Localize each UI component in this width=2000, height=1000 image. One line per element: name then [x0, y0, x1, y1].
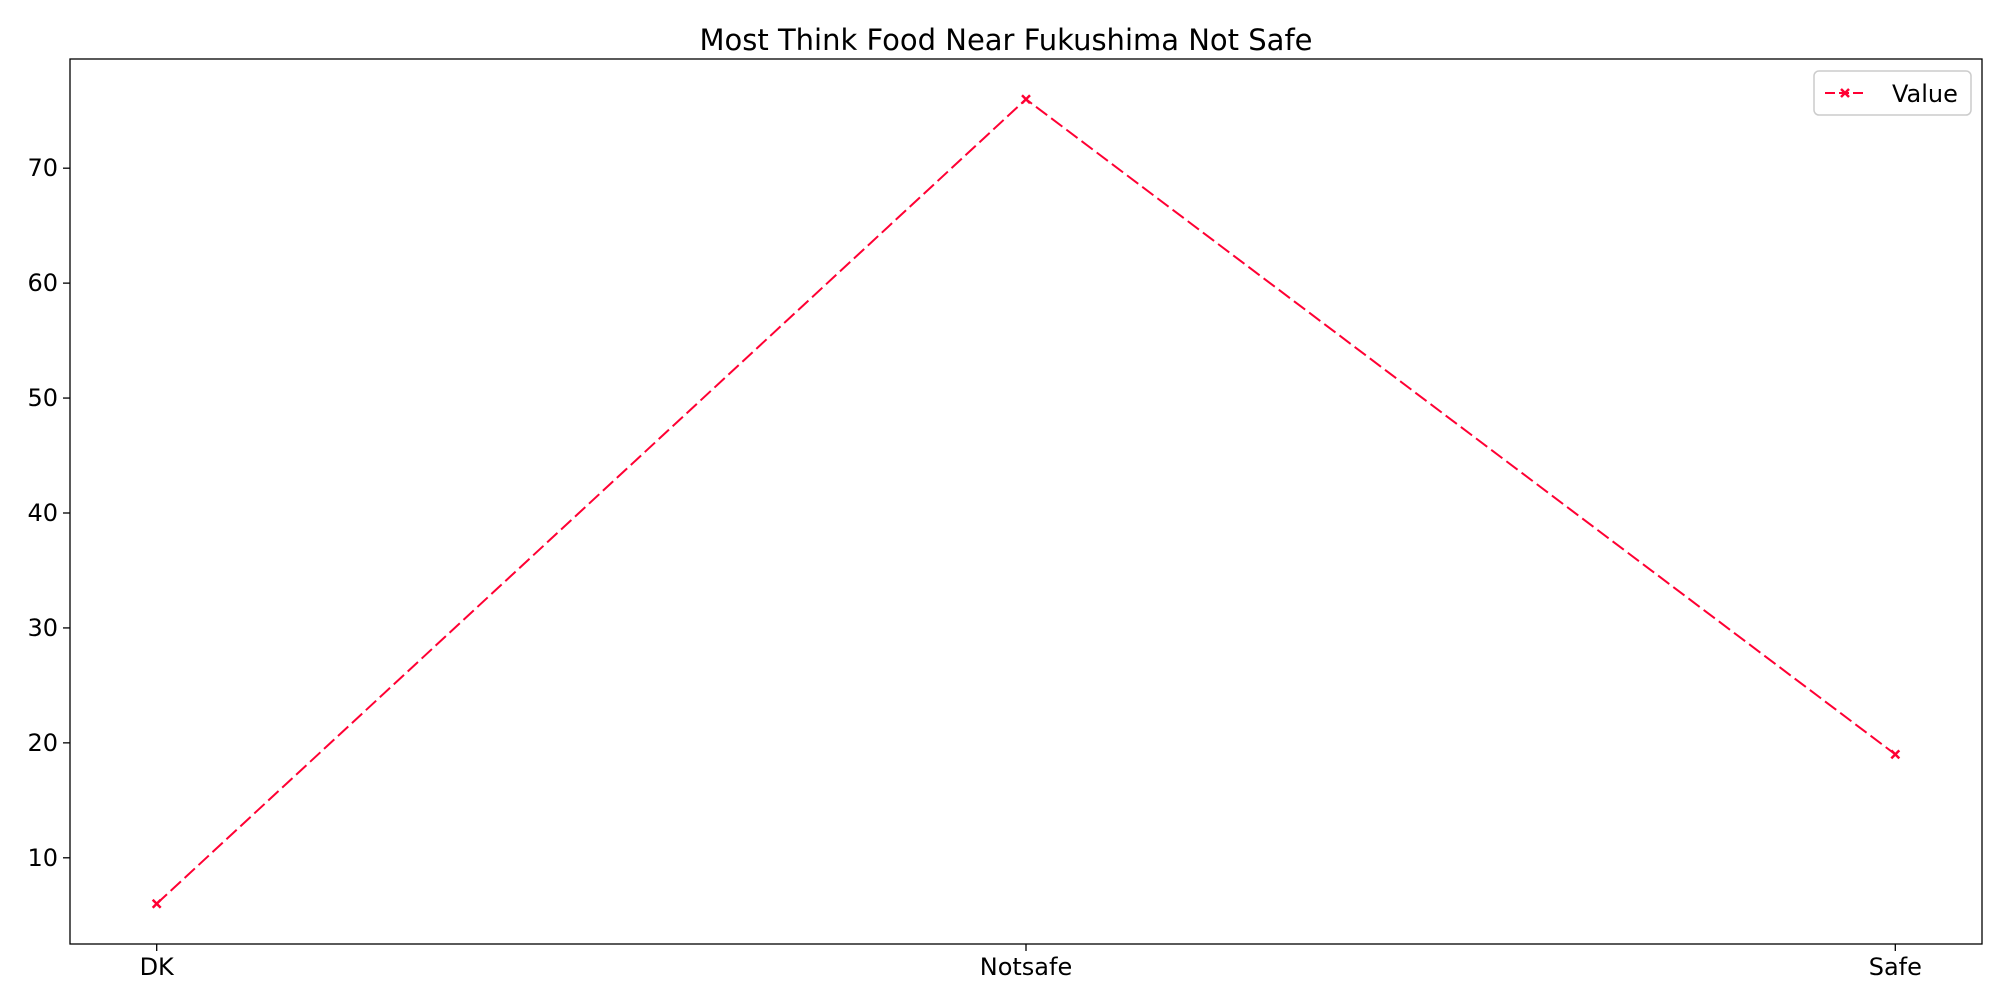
data-point-marker[interactable] [151, 898, 162, 909]
y-tick-label: 10 [27, 844, 58, 872]
y-tick-label: 20 [27, 729, 58, 757]
data-point-marker[interactable] [1890, 749, 1901, 760]
x-tick-label: Notsafe [980, 953, 1072, 981]
y-tick-label: 40 [27, 499, 58, 527]
series-layer [151, 94, 1901, 909]
y-axis: 10 20 30 40 50 60 70 [27, 154, 70, 872]
legend-x-marker-icon [1840, 88, 1850, 98]
y-tick-label: 70 [27, 154, 58, 182]
chart-title: Most Think Food Near Fukushima Not Safe [699, 23, 1312, 57]
legend-label: Value [1892, 80, 1958, 108]
x-tick-label: Safe [1869, 953, 1922, 981]
y-tick-label: 30 [27, 614, 58, 642]
legend[interactable]: Value [1813, 70, 1972, 116]
y-tick-label: 50 [27, 384, 58, 412]
plot-area-frame [69, 58, 1983, 945]
legend-box [1813, 70, 1972, 116]
x-tick-label: DK [140, 953, 175, 981]
data-point-marker[interactable] [1021, 94, 1031, 105]
y-tick-label: 60 [27, 269, 58, 297]
x-axis: DK Notsafe Safe [140, 944, 1922, 981]
